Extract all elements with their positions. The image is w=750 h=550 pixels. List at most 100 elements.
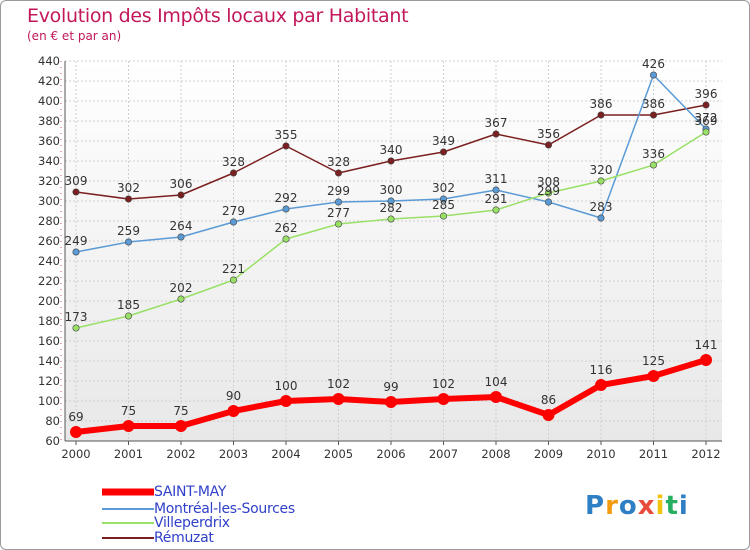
y-tick-label: 60 [45,434,60,448]
point-montreal-les-sources [649,71,657,79]
data-label-remuzat: 367 [485,116,508,130]
data-label-montreal-les-sources: 372 [695,111,718,125]
data-label-montreal-les-sources: 300 [380,183,403,197]
point-saint-may [595,379,607,391]
y-tick-label: 400 [38,94,60,108]
point-remuzat [334,169,342,177]
y-tick-label: 340 [38,154,60,168]
point-saint-may [385,396,397,408]
x-tick-label: 2012 [691,447,720,461]
point-villeperdrix [177,295,185,303]
point-montreal-les-sources [597,214,605,222]
x-tick-label: 2006 [376,447,405,461]
data-label-remuzat: 355 [275,128,298,142]
point-montreal-les-sources [125,238,133,246]
point-remuzat [544,141,552,149]
point-remuzat [597,111,605,119]
x-tick-label: 2004 [271,447,300,461]
logo-letter: o [618,491,638,521]
point-remuzat [702,101,710,109]
x-tick-label: 2009 [534,447,563,461]
x-tick-label: 2008 [481,447,510,461]
data-label-saint-may: 116 [590,363,613,377]
point-villeperdrix [544,189,552,197]
data-label-villeperdrix: 308 [537,175,560,189]
data-label-montreal-les-sources: 264 [170,219,193,233]
data-label-remuzat: 340 [380,143,403,157]
data-label-remuzat: 302 [117,181,140,195]
logo-letter: i [655,491,666,521]
point-montreal-les-sources [387,197,395,205]
point-remuzat [230,169,238,177]
y-tick-label: 80 [45,414,60,428]
data-label-montreal-les-sources: 299 [327,184,350,198]
point-montreal-les-sources [544,198,552,206]
point-villeperdrix [282,235,290,243]
data-label-saint-may: 86 [541,393,556,407]
data-labels: 69 75 75 90 100 102 99 102 104 86 116 125 141 249 259 2… [65,57,718,424]
data-label-saint-may: 102 [327,377,350,391]
y-tick-label: 440 [38,54,60,68]
data-label-villeperdrix: 185 [117,298,140,312]
data-label-villeperdrix: 369 [695,114,718,128]
x-tick-label: 2011 [639,447,668,461]
data-label-saint-may: 69 [68,410,83,424]
logo-letter: i [678,491,689,521]
point-villeperdrix [334,220,342,228]
point-saint-may [437,393,450,405]
point-montreal-les-sources [492,186,500,194]
data-label-saint-may: 75 [173,404,188,418]
data-label-montreal-les-sources: 426 [642,57,665,71]
y-tick-label: 380 [38,114,60,128]
point-villeperdrix [72,324,80,332]
data-label-remuzat: 386 [642,97,665,111]
point-remuzat [492,130,500,138]
data-label-saint-may: 141 [695,338,718,352]
point-villeperdrix [387,215,395,223]
data-label-villeperdrix: 277 [327,206,350,220]
data-label-saint-may: 90 [226,389,241,403]
y-tick-label: 240 [38,254,60,268]
x-tick-label: 2003 [219,447,248,461]
y-tick-label: 140 [38,354,60,368]
data-label-saint-may: 125 [642,354,665,368]
data-label-remuzat: 356 [537,127,560,141]
point-villeperdrix [649,161,657,169]
point-saint-may [122,420,135,432]
data-label-remuzat: 306 [170,177,193,191]
y-tick-label: 220 [38,274,60,288]
data-label-montreal-les-sources: 259 [117,224,140,238]
y-tick-label: 320 [38,174,60,188]
point-montreal-les-sources [334,198,342,206]
x-tick-label: 2005 [324,447,353,461]
chart-title: Evolution des Impôts locaux par Habitant [27,5,409,27]
point-remuzat [439,148,447,156]
point-montreal-les-sources [282,205,290,213]
axes: 60 80 100 120 140 160 180 200 220 240 260 280 300 320… [38,54,722,461]
point-montreal-les-sources [72,248,80,256]
x-tick-label: 2007 [429,447,458,461]
point-saint-may [332,393,345,405]
y-tick-label: 300 [38,194,60,208]
y-tick-label: 160 [38,334,60,348]
y-tick-label: 180 [38,314,60,328]
data-label-villeperdrix: 336 [642,147,665,161]
point-remuzat [387,157,395,165]
data-label-saint-may: 104 [485,375,508,389]
point-saint-may [175,420,187,432]
legend-label-montreal-les-sources: Montréal-les-Sources [154,501,295,517]
data-label-montreal-les-sources: 249 [65,234,88,248]
data-label-remuzat: 386 [590,97,613,111]
data-label-saint-may: 102 [432,377,455,391]
point-remuzat [282,142,290,150]
data-label-saint-may: 100 [275,379,298,393]
point-saint-may [700,354,712,366]
legend-label-villeperdrix: Villeperdrix [154,515,230,531]
data-label-montreal-les-sources: 292 [275,191,298,205]
legend-label-remuzat: Rémuzat [154,530,214,546]
proxiti-logo: Proxiti [585,491,689,521]
point-montreal-les-sources [439,195,447,203]
point-saint-may [280,395,292,407]
x-tick-label: 2010 [586,447,615,461]
